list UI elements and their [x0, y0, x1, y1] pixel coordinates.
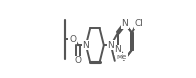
- Text: Me: Me: [117, 54, 127, 60]
- Text: N: N: [122, 19, 128, 28]
- Text: O: O: [69, 34, 76, 44]
- Text: N: N: [107, 41, 114, 50]
- Text: Cl: Cl: [134, 19, 143, 28]
- Text: O: O: [75, 56, 82, 65]
- Text: N: N: [114, 45, 121, 54]
- Text: N: N: [83, 41, 89, 50]
